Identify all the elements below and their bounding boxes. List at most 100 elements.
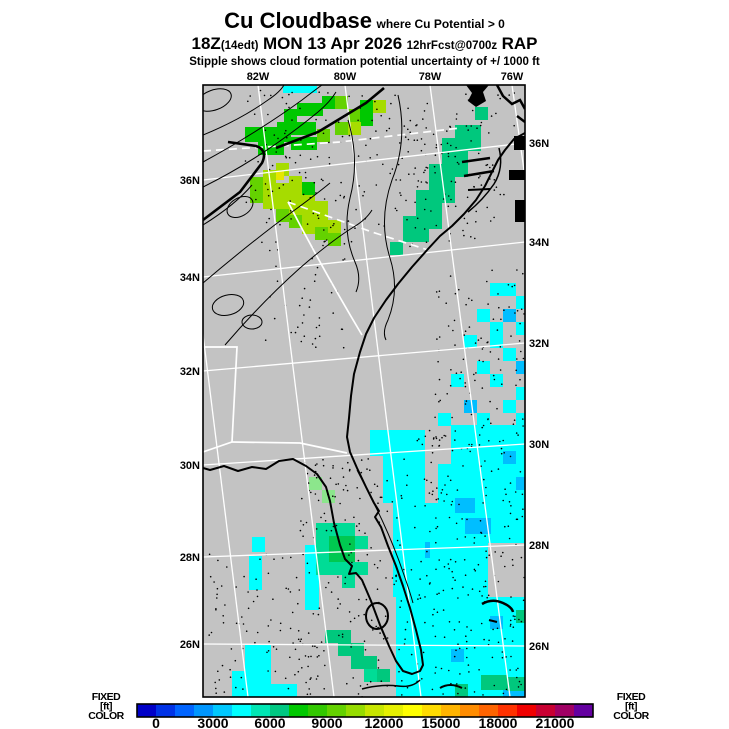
stipple-dot <box>307 482 310 484</box>
stipple-dot <box>416 217 419 220</box>
cloudbase-patch <box>249 556 262 590</box>
stipple-dot <box>375 184 378 186</box>
stipple-dot <box>449 479 452 482</box>
stipple-dot <box>447 155 450 158</box>
stipple-dot <box>510 655 512 658</box>
stipple-dot <box>454 181 457 183</box>
stipple-dot <box>487 303 489 305</box>
colorbar-segment <box>479 704 499 717</box>
stipple-dot <box>504 638 506 640</box>
stipple-dot <box>434 635 437 638</box>
cloudbase-patch <box>455 138 468 151</box>
stipple-dot <box>413 139 416 141</box>
graticule <box>203 85 525 697</box>
stipple-dot <box>307 656 310 658</box>
stipple-dot <box>463 334 466 336</box>
stipple-dot <box>448 669 450 672</box>
stipple-dot <box>447 563 450 565</box>
stipple-dot <box>453 629 456 631</box>
stipple-dot <box>432 133 435 136</box>
colorbar-segment <box>308 704 328 717</box>
latitude-label-right: 34N <box>529 237 549 249</box>
stipple-dot <box>435 568 437 571</box>
stipple-dot <box>490 470 493 473</box>
cloudbase-patch <box>516 610 525 623</box>
cloudbase-patch <box>516 296 525 309</box>
stipple-dot <box>307 665 309 668</box>
stipple-dot <box>466 647 468 650</box>
stipple-dot <box>281 557 284 559</box>
stipple-dot <box>401 680 403 682</box>
stipple-dot <box>308 306 311 308</box>
stipple-dot <box>388 117 391 120</box>
stipple-dot <box>501 656 504 659</box>
stipple-dot <box>285 156 288 159</box>
cloudbase-patch <box>276 183 289 196</box>
stipple-dot <box>407 151 410 153</box>
stipple-dot <box>294 161 297 164</box>
colorbar-segment <box>460 704 480 717</box>
cloudbase-patch <box>302 208 315 221</box>
stipple-dot <box>455 372 458 375</box>
stipple-dot <box>289 627 292 630</box>
cloudbase-patch <box>335 122 348 135</box>
stipple-dot <box>497 641 500 644</box>
stipple-dot <box>434 416 436 419</box>
stipple-dot <box>435 144 438 146</box>
longitude-label: 78W <box>419 71 442 83</box>
stipple-dot <box>480 465 482 468</box>
stipple-dot <box>437 498 440 500</box>
stipple-dot <box>514 618 516 621</box>
colorbar-segment <box>194 704 214 717</box>
stipple-dot <box>299 529 302 532</box>
stipple-dot <box>332 465 334 467</box>
stipple-dot <box>484 585 487 588</box>
stipple-dot <box>424 596 426 598</box>
stipple-dot <box>358 522 361 525</box>
stipple-dot <box>478 359 481 362</box>
stipple-dot <box>269 249 271 252</box>
stipple-dot <box>448 621 451 623</box>
stipple-dot <box>247 607 250 610</box>
stipple-dot <box>396 517 398 519</box>
longitude-label: 80W <box>334 71 357 83</box>
stipple-dot <box>347 220 350 222</box>
terrain-contour-thick <box>203 140 266 222</box>
stipple-dot <box>406 484 408 487</box>
stipple-dot <box>512 423 515 426</box>
stipple-dot <box>446 493 448 496</box>
cloudbase-patch <box>276 196 289 209</box>
stipple-dot <box>349 468 351 471</box>
stipple-dot <box>517 434 519 436</box>
stipple-dot <box>471 299 473 302</box>
stipple-dot <box>343 197 345 199</box>
stipple-dot <box>329 477 332 480</box>
sound-shoreline <box>463 169 495 178</box>
stipple-dot <box>325 239 328 241</box>
stipple-dot <box>376 154 378 156</box>
stipple-dot <box>519 471 522 473</box>
stipple-dot <box>242 623 245 625</box>
stipple-dot <box>342 489 345 491</box>
stipple-dot <box>509 623 512 626</box>
stipple-dot <box>290 556 292 559</box>
stipple-dot <box>464 574 467 576</box>
stipple-dot <box>208 634 210 636</box>
stipple-dot <box>483 585 485 588</box>
stipple-dot <box>391 577 394 579</box>
stipple-dot <box>457 643 459 645</box>
stipple-dot <box>294 648 297 651</box>
stipple-dot <box>317 613 320 616</box>
cloudbase-patch <box>503 400 516 413</box>
stipple-dot <box>364 532 366 534</box>
stipple-dot <box>408 173 410 175</box>
cloudbase-patch <box>429 164 442 177</box>
stipple-dot <box>522 418 524 420</box>
stipple-dot <box>516 676 518 679</box>
stipple-dot <box>245 630 248 632</box>
stipple-dot <box>405 199 407 202</box>
stipple-dot <box>414 526 416 529</box>
stipple-dot <box>289 591 292 593</box>
stipple-dot <box>504 488 506 491</box>
